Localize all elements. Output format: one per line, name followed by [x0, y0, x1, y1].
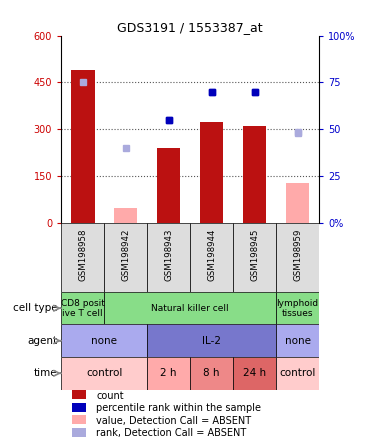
- Bar: [104, 292, 276, 325]
- Text: count: count: [96, 391, 124, 401]
- Bar: [157, 148, 180, 223]
- Bar: [286, 182, 309, 223]
- Bar: [71, 70, 95, 223]
- Text: rank, Detection Call = ABSENT: rank, Detection Call = ABSENT: [96, 428, 246, 438]
- Bar: [276, 357, 319, 389]
- Bar: [243, 126, 266, 223]
- Text: none: none: [285, 336, 311, 346]
- Text: control: control: [86, 368, 122, 378]
- Bar: [233, 223, 276, 292]
- Bar: [276, 325, 319, 357]
- Text: GSM198942: GSM198942: [121, 229, 130, 281]
- Bar: [61, 357, 147, 389]
- Text: value, Detection Call = ABSENT: value, Detection Call = ABSENT: [96, 416, 251, 426]
- Bar: [61, 325, 147, 357]
- Bar: [147, 325, 276, 357]
- Text: 24 h: 24 h: [243, 368, 266, 378]
- Bar: [147, 357, 190, 389]
- Bar: [233, 357, 276, 389]
- Title: GDS3191 / 1553387_at: GDS3191 / 1553387_at: [117, 21, 263, 34]
- Text: cell type: cell type: [13, 303, 58, 313]
- Text: GSM198944: GSM198944: [207, 229, 216, 281]
- Bar: [72, 415, 86, 424]
- Bar: [200, 123, 223, 223]
- Text: 8 h: 8 h: [203, 368, 220, 378]
- Bar: [114, 207, 138, 223]
- Text: GSM198945: GSM198945: [250, 229, 259, 281]
- Bar: [61, 292, 104, 325]
- Text: 2 h: 2 h: [160, 368, 177, 378]
- Bar: [72, 390, 86, 399]
- Text: control: control: [279, 368, 316, 378]
- Bar: [72, 428, 86, 437]
- Bar: [190, 357, 233, 389]
- Bar: [276, 223, 319, 292]
- Text: GSM198959: GSM198959: [293, 229, 302, 281]
- Text: lymphoid
tissues: lymphoid tissues: [276, 298, 319, 318]
- Text: IL-2: IL-2: [202, 336, 221, 346]
- Bar: [190, 223, 233, 292]
- Bar: [104, 223, 147, 292]
- Bar: [61, 223, 104, 292]
- Text: CD8 posit
ive T cell: CD8 posit ive T cell: [61, 298, 105, 318]
- Text: percentile rank within the sample: percentile rank within the sample: [96, 403, 261, 413]
- Text: Natural killer cell: Natural killer cell: [151, 304, 229, 313]
- Text: GSM198943: GSM198943: [164, 229, 173, 281]
- Bar: [276, 292, 319, 325]
- Text: agent: agent: [28, 336, 58, 346]
- Text: time: time: [34, 368, 58, 378]
- Bar: [72, 403, 86, 412]
- Text: GSM198958: GSM198958: [78, 229, 87, 281]
- Text: none: none: [91, 336, 117, 346]
- Bar: [147, 223, 190, 292]
